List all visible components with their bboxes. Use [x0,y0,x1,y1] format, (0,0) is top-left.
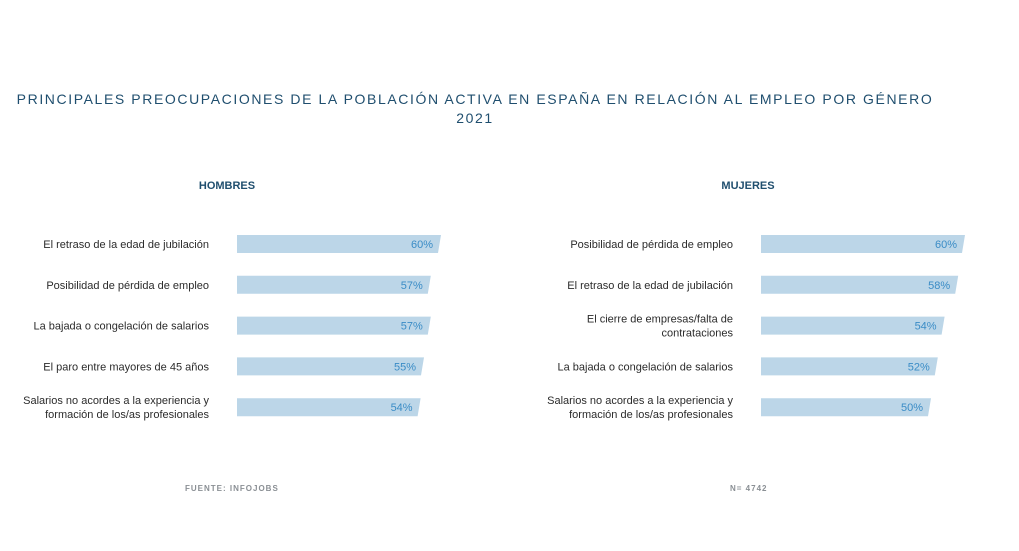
value-label-mujeres-5: 50% [901,402,923,414]
bar-hombres-1 [237,235,441,253]
bar-hombres-4 [237,357,424,376]
bar-mujeres-4 [761,357,938,376]
chart-title-year: 2021 [456,110,494,126]
chart-title: PRINCIPALES PREOCUPACIONES DE LA POBLACI… [0,90,950,128]
panel-title-mujeres: MUJERES [721,180,775,192]
chart-title-line1: PRINCIPALES PREOCUPACIONES DE LA POBLACI… [16,91,934,107]
category-label-hombres-5: Salarios no acordes a la experiencia y fo… [23,395,209,421]
panel-title-hombres: HOMBRES [198,180,256,192]
value-label-mujeres-3: 54% [915,321,937,333]
value-label-hombres-5: 54% [391,402,413,414]
category-label-hombres-1: El retraso de la edad de jubilación [43,239,209,251]
value-label-mujeres-4: 52% [908,361,930,373]
value-label-hombres-4: 55% [394,361,416,373]
category-label-mujeres-1: Posibilidad de pérdida de empleo [570,239,733,251]
bar-mujeres-1 [761,235,965,253]
value-label-mujeres-2: 58% [928,280,950,292]
bar-hombres-3 [237,316,431,335]
sample-size-note: N= 4742 [730,484,768,493]
category-label-mujeres-3: El cierre de empresas/falta de contrataci… [587,314,734,340]
value-label-hombres-2: 57% [401,280,423,292]
value-label-mujeres-1: 60% [935,239,957,251]
category-label-mujeres-4: La bajada o congelación de salarios [557,361,733,373]
bar-mujeres-5 [761,398,931,417]
category-label-mujeres-5: Salarios no acordes a la experiencia y fo… [547,395,733,421]
value-label-hombres-1: 60% [411,239,433,251]
value-label-hombres-3: 57% [401,321,423,333]
source-note: FUENTE: INFOJOBS [185,484,279,493]
bar-hombres-2 [237,275,431,294]
category-label-hombres-4: El paro entre mayores de 45 años [43,361,209,373]
category-label-mujeres-2: El retraso de la edad de jubilación [567,280,733,292]
category-label-hombres-2: Posibilidad de pérdida de empleo [46,280,209,292]
bar-mujeres-3 [761,316,945,335]
category-label-hombres-3: La bajada o congelación de salarios [33,321,209,333]
bar-mujeres-2 [761,275,959,294]
bar-hombres-5 [237,398,421,417]
